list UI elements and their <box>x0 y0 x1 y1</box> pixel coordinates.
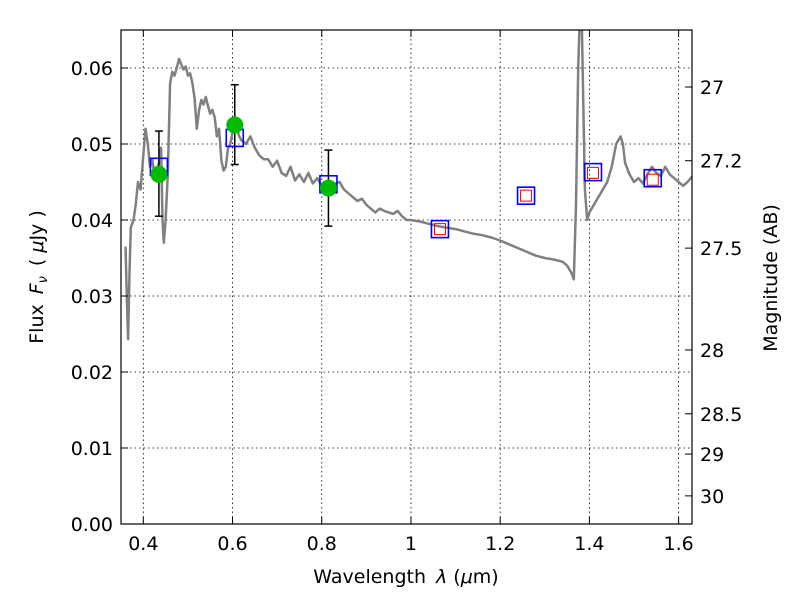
y-tick-label: 0.03 <box>71 286 113 308</box>
model-photometry-square <box>583 162 603 182</box>
model-photometry-square <box>516 186 536 205</box>
inner-red-square <box>433 223 446 236</box>
y2-tick-label: 27.5 <box>700 238 742 260</box>
tick-layer: 0.4 0.6 0.8 1 1.2 1.4 1.6 0.00 0.01 0.02 0.03 0.04 0… <box>71 30 742 555</box>
x-tick-label: 1 <box>405 533 417 555</box>
data-layer <box>124 30 692 341</box>
x-tick-label: 0.6 <box>217 533 247 555</box>
y2-tick-label: 29 <box>700 444 724 466</box>
y2-tick-label: 30 <box>700 486 724 508</box>
x-tick-label: 1.2 <box>485 533 515 555</box>
y2-tick-label: 27 <box>700 77 724 99</box>
y-tick-label: 0.04 <box>71 210 113 232</box>
observed-flux-point <box>226 116 244 134</box>
model-photometry-square <box>643 168 663 188</box>
y2-tick-label: 28.5 <box>700 404 742 426</box>
y-axis-label: FluxFν(μJy ) <box>26 210 51 344</box>
inner-red-square <box>646 173 659 186</box>
right-axis-label: Magnitude (AB) <box>760 204 782 352</box>
observed-flux-point <box>319 179 337 197</box>
x-tick-label: 1.6 <box>664 533 694 555</box>
y-tick-label: 0.06 <box>71 58 113 80</box>
inner-red-square <box>520 189 533 202</box>
inner-red-square <box>586 166 599 179</box>
y2-tick-label: 27.2 <box>700 151 742 173</box>
y-tick-label: 0.02 <box>71 362 113 384</box>
x-tick-label: 1.4 <box>574 533 604 555</box>
model-photometry-square <box>430 219 450 239</box>
observed-flux-point <box>150 165 168 183</box>
y-tick-label: 0.00 <box>71 514 113 536</box>
x-tick-label: 0.8 <box>307 533 337 555</box>
y2-tick-label: 28 <box>700 340 724 362</box>
x-tick-label: 0.4 <box>128 533 158 555</box>
plot-area-background <box>121 30 692 524</box>
plot-frame <box>120 29 693 525</box>
y-tick-label: 0.05 <box>71 134 113 156</box>
x-axis-label: Wavelength λ (μm) <box>313 566 498 588</box>
y-tick-label: 0.01 <box>71 438 113 460</box>
